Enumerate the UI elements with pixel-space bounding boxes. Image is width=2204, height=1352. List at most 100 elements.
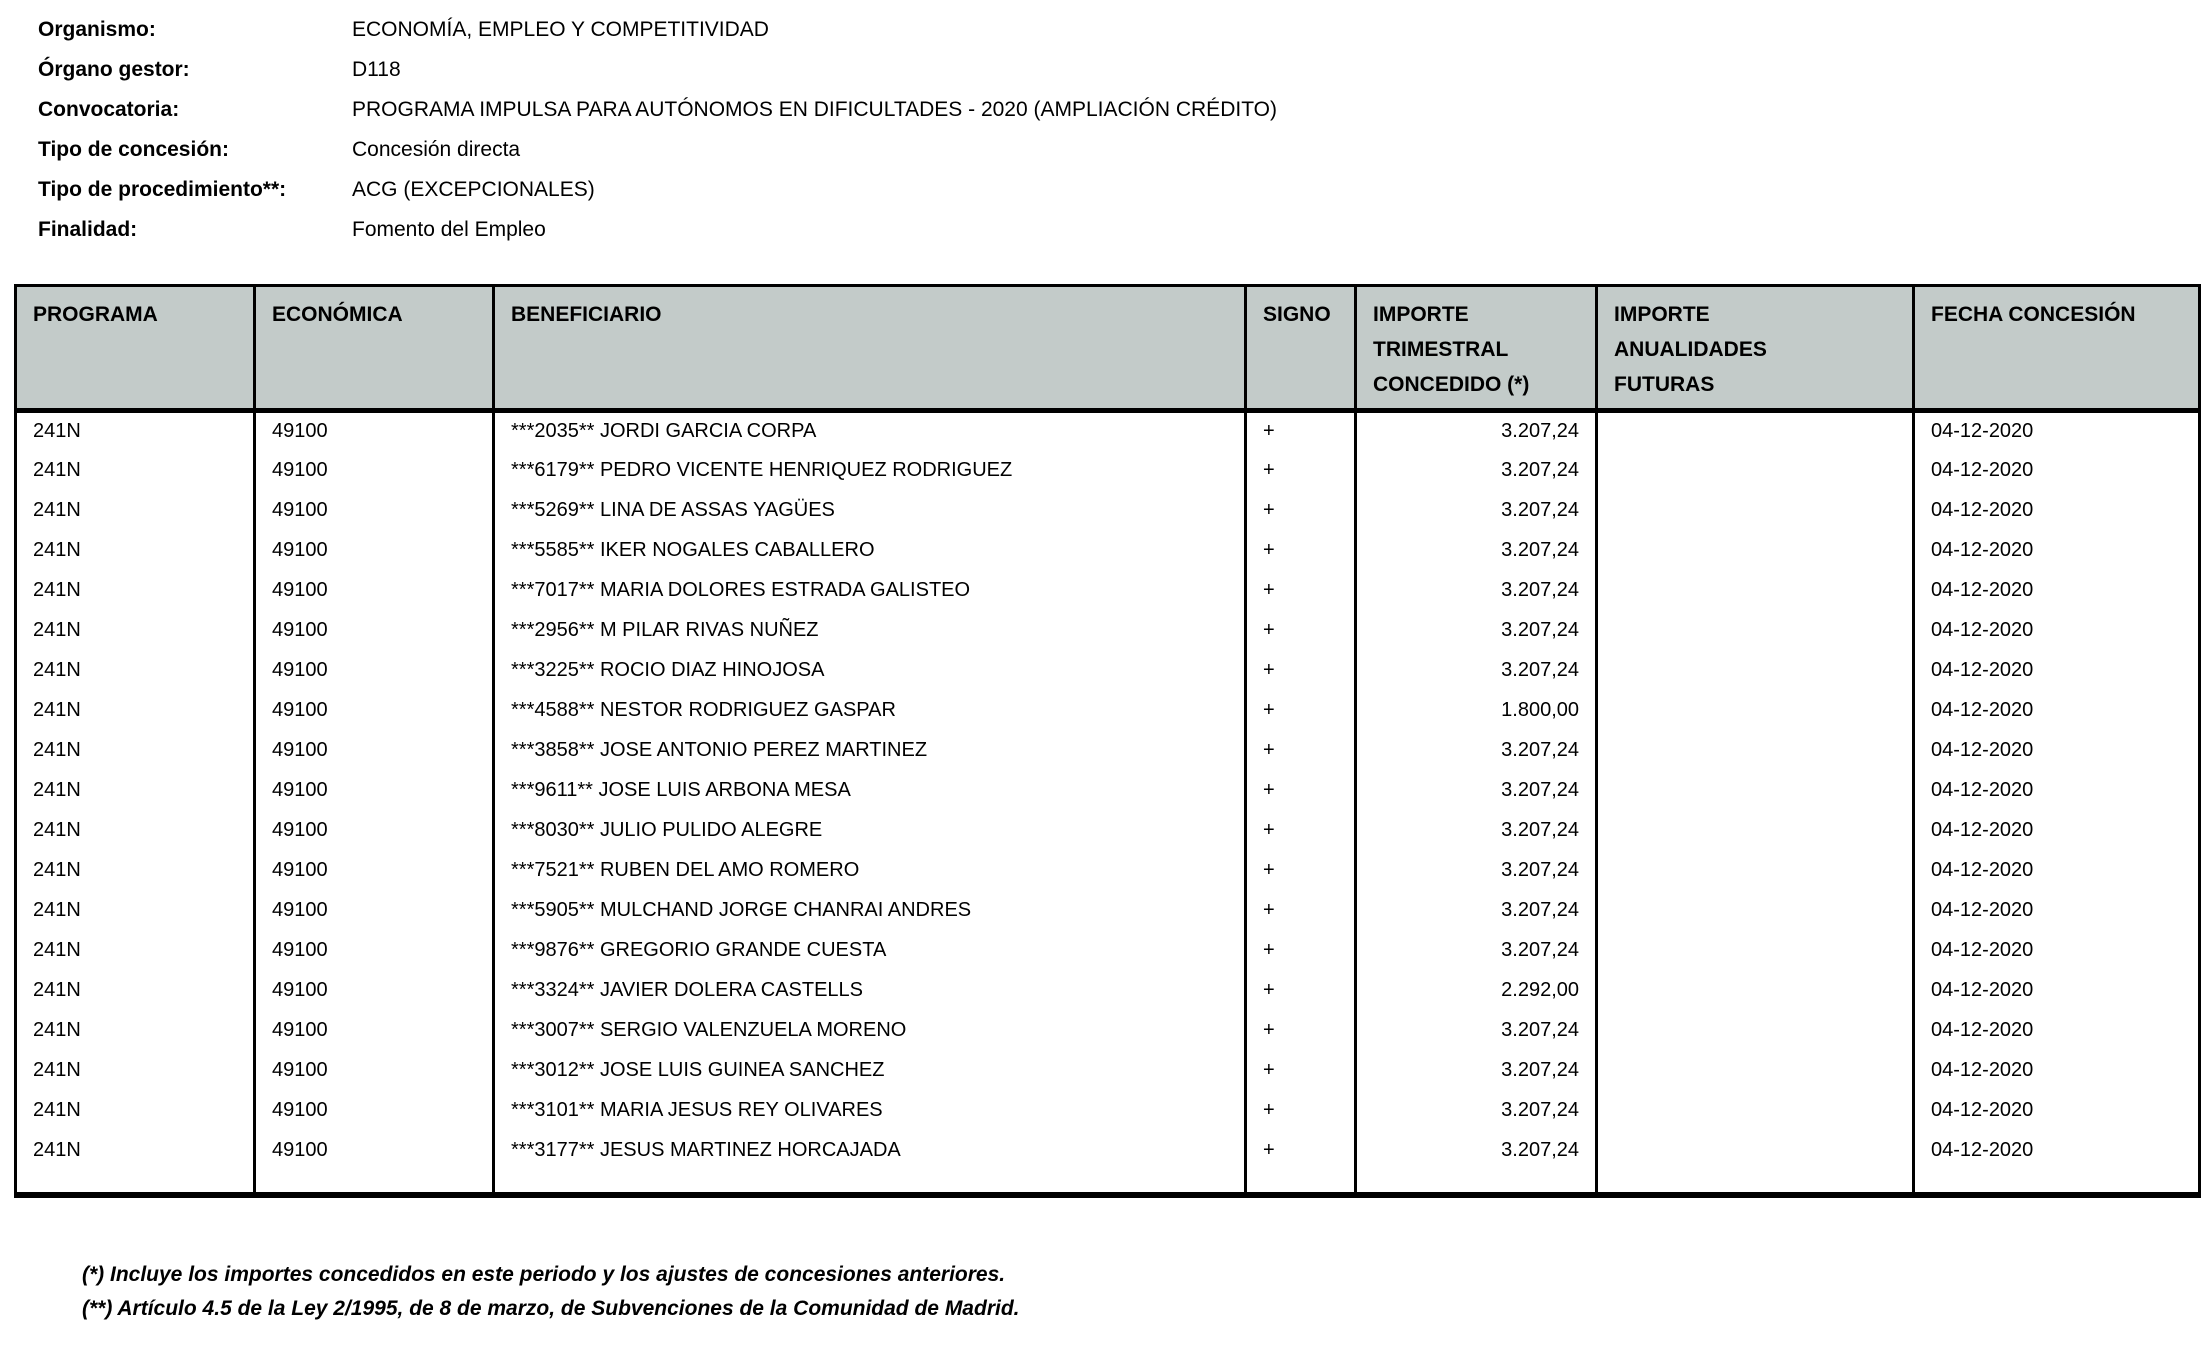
cell-programa: 241N — [33, 739, 81, 761]
table-row: 241N 49100 ***5905** MULCHAND JORGE CHANRA… — [16, 890, 2200, 931]
cell-beneficiario: ***8030** JULIO PULIDO ALEGRE — [492, 810, 1246, 851]
table-row: 241N 49100 ***7521** RUBEN DEL AMO ROMERO +… — [16, 850, 2200, 891]
cell-signo: + — [1244, 890, 1356, 931]
cell-beneficiario: ***3858** JOSE ANTONIO PEREZ MARTINEZ — [492, 730, 1246, 771]
cell-fecha-concesion: 04-12-2020 — [1912, 1050, 2200, 1091]
cell-beneficiario: ***3324** JAVIER DOLERA CASTELLS — [492, 970, 1246, 1011]
cell-economica: 49100 — [253, 1010, 494, 1051]
cell-programa: 241N — [33, 579, 81, 601]
cell-fecha-concesion: 04-12-2020 — [1912, 850, 2200, 891]
cell-importe-anualidades — [1595, 1050, 1914, 1091]
cell-programa: 241N — [33, 499, 81, 521]
table-row: 241N 49100 ***4588** NESTOR RODRIGUEZ GASP… — [16, 690, 2200, 731]
cell-importe-trimestral: 3.207,24 — [1354, 890, 1597, 931]
cell-economica: 49100 — [253, 1130, 494, 1171]
table-row: 241N 49100 ***3225** ROCIO DIAZ HINOJOSA +3… — [16, 650, 2200, 691]
table-row: 241N 49100 ***3858** JOSE ANTONIO PEREZ MA… — [16, 730, 2200, 771]
filler-cell — [1244, 1170, 1356, 1195]
cell-fecha-concesion: 04-12-2020 — [1912, 890, 2200, 931]
cell-beneficiario: ***3101** MARIA JESUS REY OLIVARES — [492, 1090, 1246, 1131]
cell-importe-anualidades — [1595, 730, 1914, 771]
cell-programa: 241N — [33, 859, 81, 881]
meta-value-organismo: ECONOMÍA, EMPLEO Y COMPETITIVIDAD — [352, 18, 769, 41]
cell-economica: 49100 — [253, 930, 494, 971]
meta-value-tipo-concesion: Concesión directa — [352, 138, 521, 161]
col-header-fecha-concesion: FECHA CONCESIÓN — [1912, 285, 2200, 413]
meta-field-organo-gestor: Órgano gestor: D118 — [38, 50, 1277, 90]
table-row: 241N 49100 ***6179** PEDRO VICENTE HENRIQU… — [16, 450, 2200, 491]
filler-cell — [1354, 1170, 1597, 1195]
cell-beneficiario: ***9611** JOSE LUIS ARBONA MESA — [492, 770, 1246, 811]
cell-importe-trimestral: 3.207,24 — [1354, 1050, 1597, 1091]
cell-importe-anualidades — [1595, 690, 1914, 731]
cell-beneficiario: ***2035** JORDI GARCIA CORPA — [492, 410, 1246, 451]
cell-beneficiario: ***9876** GREGORIO GRANDE CUESTA — [492, 930, 1246, 971]
cell-signo: + — [1244, 1010, 1356, 1051]
col-header-economica: ECONÓMICA — [253, 285, 494, 413]
cell-signo: + — [1244, 770, 1356, 811]
header-meta: Organismo: ECONOMÍA, EMPLEO Y COMPETITIV… — [38, 10, 1277, 250]
table-row: 241N 49100 ***7017** MARIA DOLORES ESTRADA… — [16, 570, 2200, 611]
cell-importe-trimestral: 3.207,24 — [1354, 490, 1597, 531]
col-header-signo: SIGNO — [1244, 285, 1356, 413]
cell-importe-trimestral: 3.207,24 — [1354, 730, 1597, 771]
cell-importe-trimestral: 3.207,24 — [1354, 570, 1597, 611]
cell-beneficiario: ***5269** LINA DE ASSAS YAGÜES — [492, 490, 1246, 531]
cell-signo: + — [1244, 650, 1356, 691]
table-row: 241N 49100 ***3101** MARIA JESUS REY OLIVA… — [16, 1090, 2200, 1131]
cell-beneficiario: ***3177** JESUS MARTINEZ HORCAJADA — [492, 1130, 1246, 1171]
cell-beneficiario: ***7017** MARIA DOLORES ESTRADA GALISTEO — [492, 570, 1246, 611]
table-row: 241N 49100 ***3007** SERGIO VALENZUELA MOR… — [16, 1010, 2200, 1051]
cell-signo: + — [1244, 930, 1356, 971]
cell-beneficiario: ***6179** PEDRO VICENTE HENRIQUEZ RODRIG… — [492, 450, 1246, 491]
cell-importe-anualidades — [1595, 570, 1914, 611]
cell-signo: + — [1244, 850, 1356, 891]
cell-importe-trimestral: 3.207,24 — [1354, 410, 1597, 451]
cell-programa: 241N — [33, 819, 81, 841]
cell-beneficiario: ***2956** M PILAR RIVAS NUÑEZ — [492, 610, 1246, 651]
cell-importe-anualidades — [1595, 810, 1914, 851]
cell-fecha-concesion: 04-12-2020 — [1912, 810, 2200, 851]
cell-economica: 49100 — [253, 410, 494, 451]
table-row: 241N 49100 ***5585** IKER NOGALES CABALLER… — [16, 530, 2200, 571]
cell-programa: 241N — [33, 459, 81, 481]
cell-economica: 49100 — [253, 970, 494, 1011]
footnote-asterisk: (*) Incluye los importes concedidos en e… — [82, 1263, 1006, 1286]
meta-field-tipo-procedimiento: Tipo de procedimiento**: ACG (EXCEPCIONA… — [38, 170, 1277, 210]
cell-programa: 241N — [33, 420, 81, 443]
meta-value-convocatoria: PROGRAMA IMPULSA PARA AUTÓNOMOS EN DIFIC… — [352, 98, 1277, 121]
cell-importe-anualidades — [1595, 450, 1914, 491]
cell-fecha-concesion: 04-12-2020 — [1912, 1010, 2200, 1051]
cell-economica: 49100 — [253, 650, 494, 691]
footnotes: (*) Incluye los importes concedidos en e… — [82, 1258, 1019, 1326]
cell-programa: 241N — [33, 779, 81, 801]
cell-economica: 49100 — [253, 450, 494, 491]
cell-importe-anualidades — [1595, 1090, 1914, 1131]
cell-programa: 241N — [33, 939, 81, 961]
cell-signo: + — [1244, 690, 1356, 731]
filler-cell — [253, 1170, 494, 1195]
meta-label-finalidad: Finalidad: — [38, 218, 138, 241]
cell-importe-anualidades — [1595, 650, 1914, 691]
cell-programa: 241N — [33, 979, 81, 1001]
cell-importe-anualidades — [1595, 850, 1914, 891]
cell-fecha-concesion: 04-12-2020 — [1912, 770, 2200, 811]
cell-economica: 49100 — [253, 1090, 494, 1131]
cell-fecha-concesion: 04-12-2020 — [1912, 970, 2200, 1011]
cell-signo: + — [1244, 810, 1356, 851]
cell-fecha-concesion: 04-12-2020 — [1912, 1130, 2200, 1171]
cell-fecha-concesion: 04-12-2020 — [1912, 570, 2200, 611]
cell-fecha-concesion: 04-12-2020 — [1912, 930, 2200, 971]
meta-field-finalidad: Finalidad: Fomento del Empleo — [38, 210, 1277, 250]
cell-importe-anualidades — [1595, 530, 1914, 571]
table-row: 241N 49100 ***8030** JULIO PULIDO ALEGRE +3… — [16, 810, 2200, 851]
meta-label-tipo-concesion: Tipo de concesión: — [38, 138, 229, 161]
cell-beneficiario: ***5585** IKER NOGALES CABALLERO — [492, 530, 1246, 571]
cell-fecha-concesion: 04-12-2020 — [1912, 610, 2200, 651]
cell-fecha-concesion: 04-12-2020 — [1912, 730, 2200, 771]
cell-beneficiario: ***4588** NESTOR RODRIGUEZ GASPAR — [492, 690, 1246, 731]
meta-label-convocatoria: Convocatoria: — [38, 98, 180, 121]
cell-economica: 49100 — [253, 850, 494, 891]
cell-importe-trimestral: 3.207,24 — [1354, 930, 1597, 971]
